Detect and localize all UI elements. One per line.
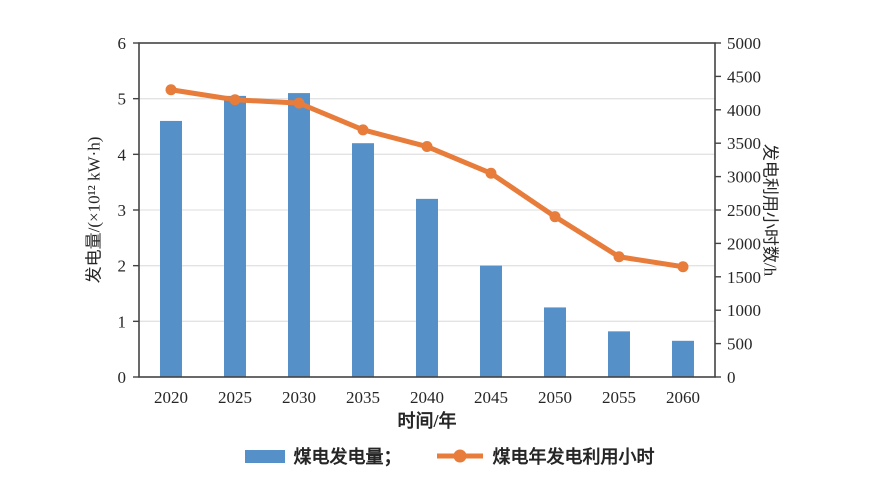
right-axis-tick-label: 500 bbox=[727, 335, 753, 354]
legend-label-generation: 煤电发电量； bbox=[293, 447, 402, 467]
legend-line-marker bbox=[453, 449, 466, 463]
bar-2055 bbox=[608, 331, 630, 377]
line-marker-2055 bbox=[613, 251, 625, 263]
left-axis-tick-label: 6 bbox=[118, 34, 127, 53]
bar-2040 bbox=[416, 198, 438, 377]
left-axis-tick-label: 4 bbox=[118, 145, 127, 164]
left-axis-tick-label: 3 bbox=[118, 201, 127, 220]
x-tick-label: 2045 bbox=[474, 388, 508, 407]
right-axis-tick-label: 2000 bbox=[727, 234, 761, 253]
x-tick-label: 2035 bbox=[346, 388, 380, 407]
right-axis-tick-label: 4000 bbox=[727, 101, 761, 120]
bar-2060 bbox=[672, 340, 694, 377]
x-tick-label: 2050 bbox=[538, 388, 572, 407]
left-axis-tick-label: 5 bbox=[118, 90, 127, 109]
right-axis-tick-label: 1500 bbox=[727, 268, 761, 287]
legend-label-utilization: 煤电年发电利用小时 bbox=[492, 447, 655, 467]
line-marker-2040 bbox=[421, 141, 433, 153]
bar-legend-swatch bbox=[244, 449, 285, 463]
right-axis-tick-label: 0 bbox=[727, 368, 736, 387]
x-tick-label: 2020 bbox=[154, 388, 188, 407]
line-marker-2050 bbox=[549, 211, 561, 223]
left-axis-title: 发电量/(×10¹² kW·h) bbox=[84, 136, 104, 284]
left-axis-tick-label: 0 bbox=[118, 368, 127, 387]
line-legend-swatch bbox=[436, 449, 483, 463]
left-axis-tick-label: 1 bbox=[118, 312, 127, 331]
right-axis-tick-label: 1000 bbox=[727, 301, 761, 320]
left-axis-tick-label: 2 bbox=[118, 257, 127, 276]
bar-2030 bbox=[288, 93, 310, 377]
legend-item-utilization: 煤电年发电利用小时 bbox=[436, 443, 655, 469]
right-axis-tick-label: 3000 bbox=[727, 168, 761, 187]
right-axis-tick-label: 2500 bbox=[727, 201, 761, 220]
right-axis-tick-label: 5000 bbox=[727, 34, 761, 53]
right-axis-title: 发电利用小时数/h bbox=[760, 143, 780, 277]
x-tick-label: 2030 bbox=[282, 388, 316, 407]
bar-2025 bbox=[224, 95, 246, 377]
x-tick-label: 2040 bbox=[410, 388, 444, 407]
line-marker-2025 bbox=[229, 94, 241, 106]
bar-2020 bbox=[160, 120, 182, 377]
right-axis-tick-label: 4500 bbox=[727, 67, 761, 86]
line-marker-2045 bbox=[485, 167, 497, 179]
x-tick-label: 2055 bbox=[602, 388, 636, 407]
line-marker-2030 bbox=[293, 97, 305, 109]
x-tick-label: 2060 bbox=[666, 388, 700, 407]
line-marker-2035 bbox=[357, 124, 369, 136]
right-axis-tick-label: 3500 bbox=[727, 134, 761, 153]
bar-2035 bbox=[352, 143, 374, 377]
x-axis-title: 时间/年 bbox=[397, 411, 457, 431]
bar-2045 bbox=[480, 265, 502, 377]
line-marker-2060 bbox=[677, 261, 689, 273]
chart-legend: 煤电发电量； 煤电年发电利用小时 bbox=[10, 443, 879, 469]
line-marker-2020 bbox=[165, 84, 177, 96]
x-tick-label: 2025 bbox=[218, 388, 252, 407]
legend-item-generation: 煤电发电量； bbox=[244, 443, 402, 469]
bar-2050 bbox=[544, 307, 566, 377]
